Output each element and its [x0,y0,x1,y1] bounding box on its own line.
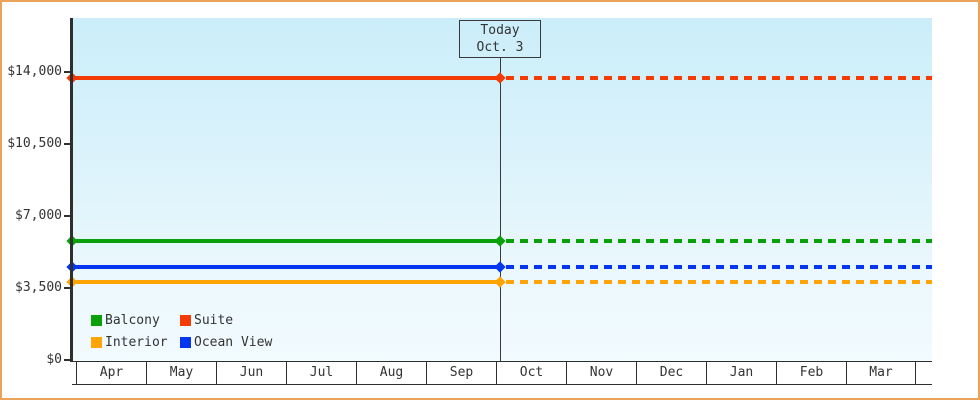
month-cell-jun: Jun [216,362,286,384]
month-cell-jan: Jan [706,362,776,384]
y-axis-tick-label: $10,500 [7,136,62,151]
y-axis-tick-mark [64,287,71,289]
month-cell-aug: Aug [356,362,426,384]
legend-label-ocean-view: Ocean View [194,334,273,350]
legend-item-interior: Interior [91,331,180,353]
month-cell-may: May [146,362,216,384]
series-line-solid-balcony [72,238,500,243]
today-annotation-box: Today Oct. 3 [459,20,541,58]
interior-color-swatch [91,336,102,348]
today-vertical-line [500,57,501,361]
legend-item-suite: Suite [180,309,272,331]
legend-label-suite: Suite [194,312,234,328]
ocean-view-color-swatch [180,336,191,348]
y-axis-tick-label: $0 [46,352,62,367]
series-line-dashed-ocean-view [506,265,932,270]
y-axis-tick-mark [64,215,71,217]
legend-label-balcony: Balcony [105,312,160,328]
y-axis-tick-label: $3,500 [15,280,62,295]
month-cell-mar: Mar [846,362,916,384]
y-axis-tick-mark [64,143,71,145]
series-line-dashed-balcony [506,238,932,243]
today-date-label: Oct. 3 [476,40,524,55]
legend: Balcony Suite Interior Ocean View [91,309,272,353]
month-cell-apr: Apr [76,362,146,384]
y-axis-tick-mark [64,71,71,73]
series-line-solid-suite [72,76,500,81]
series-line-solid-ocean-view [72,265,500,270]
y-axis-tick-label: $14,000 [7,64,62,79]
series-line-dashed-interior [506,279,932,284]
month-cell-dec: Dec [636,362,706,384]
series-line-solid-interior [72,279,500,284]
month-cell-sep: Sep [426,362,496,384]
y-axis-tick-mark [64,359,71,361]
y-axis-line [70,18,73,362]
month-cell-nov: Nov [566,362,636,384]
legend-item-balcony: Balcony [91,309,180,331]
today-label: Today [480,23,520,38]
legend-item-ocean-view: Ocean View [180,331,272,353]
month-cell-oct: Oct [496,362,566,384]
y-axis-tick-label: $7,000 [15,208,62,223]
balcony-color-swatch [91,314,102,326]
series-line-dashed-suite [506,76,932,81]
legend-label-interior: Interior [105,334,168,350]
x-axis-month-band: Apr May Jun Jul Aug Sep Oct Nov Dec Jan Feb Mar [72,361,932,385]
month-cell-feb: Feb [776,362,846,384]
suite-color-swatch [180,314,191,326]
month-cell-jul: Jul [286,362,356,384]
